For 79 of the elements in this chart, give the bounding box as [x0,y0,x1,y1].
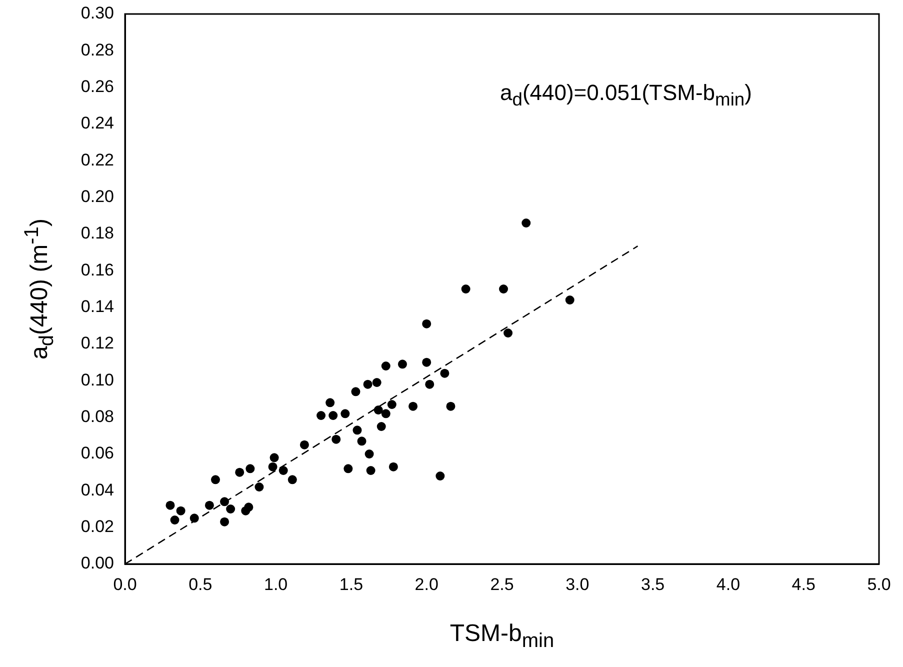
point [351,387,360,396]
point [387,400,396,409]
point [170,516,180,524]
point [381,362,390,370]
x-tick-label: 0.0 [113,574,137,594]
point [278,466,288,475]
point [300,440,309,450]
point [220,497,230,506]
point [398,360,407,369]
y-tick-label: 0.16 [80,260,114,280]
point [461,284,470,294]
point [220,517,230,526]
point [357,436,366,446]
point [226,504,236,514]
point [166,500,175,510]
x-tick-label: 4.0 [716,574,740,594]
point [364,450,374,458]
point [246,464,255,474]
point [204,500,214,510]
y-tick-label: 0.10 [80,370,114,390]
y-tick-label: 0.22 [80,150,114,170]
point [268,462,278,472]
y-tick-label: 0.04 [80,480,114,500]
x-tick-label: 2.5 [490,574,514,594]
point [499,284,508,294]
y-tick-label: 0.00 [80,554,114,573]
x-tick-label: 0.5 [188,574,212,594]
point [504,328,513,338]
point [440,368,450,378]
point [446,402,456,411]
point [270,453,279,462]
y-tick-label: 0.20 [80,187,114,206]
point [522,218,531,228]
point [381,409,390,418]
point [316,411,326,420]
y-tick-label: 0.06 [80,444,114,463]
point [288,475,297,484]
point [190,514,199,523]
x-tick-label: 3.5 [640,574,665,594]
y-tick-label: 0.12 [80,334,114,353]
y-tick-label: 0.26 [80,77,114,96]
point [210,475,220,484]
point [372,378,382,387]
point [363,380,372,389]
point [408,402,418,411]
point [422,358,432,367]
point [376,422,386,431]
y-tick-label: 0.30 [80,4,114,23]
point [352,426,362,435]
x-tick-label: 4.5 [792,574,816,594]
point [374,406,383,414]
point [328,411,338,420]
y-tick-label: 0.08 [80,407,114,426]
x-tick-label: 5.0 [867,574,891,594]
x-tick-label: 2.0 [414,574,438,594]
point [332,434,341,444]
point [340,409,350,418]
point [436,472,445,480]
x-tick-label: 1.0 [264,574,288,594]
point [565,296,574,304]
x-axis-title: TSM-b$_{min}$ [450,620,554,653]
point [254,482,264,492]
point [176,506,186,516]
y-tick-label: 0.18 [80,224,114,243]
point [422,319,432,328]
annotation: a$_{d}$(440)=0.051(TSM-b$_{min}$) [500,80,752,110]
point [366,466,376,475]
point [244,502,254,512]
y-tick-label: 0.14 [80,297,114,316]
x-tick-label: 1.5 [339,574,364,594]
point [425,380,434,389]
y-tick-label: 0.28 [80,40,114,60]
y-tick-label: 0.02 [80,517,114,536]
x-tick-label: 3.0 [566,574,590,594]
point [235,468,244,477]
y-tick-label: 0.24 [80,114,114,133]
point [326,398,335,408]
point [344,464,353,474]
point [388,462,398,472]
